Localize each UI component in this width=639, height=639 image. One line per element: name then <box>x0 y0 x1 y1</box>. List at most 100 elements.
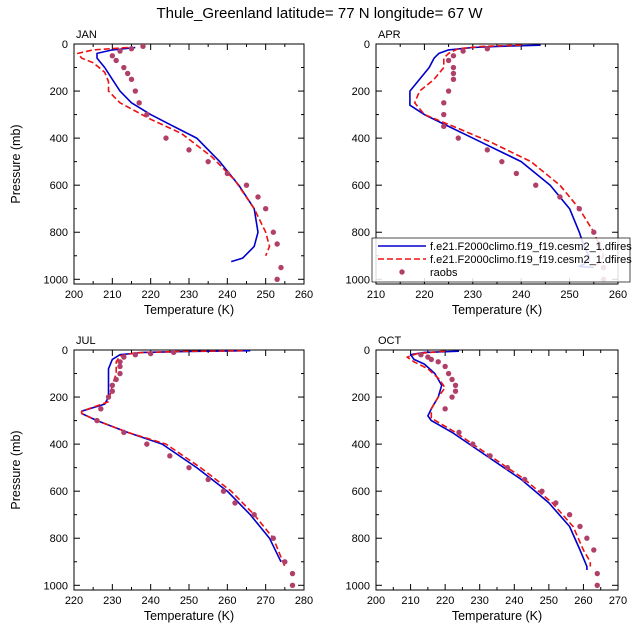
obs-point-oct <box>442 406 448 412</box>
x-tick-label-jul: 230 <box>103 595 121 607</box>
obs-point-jan <box>186 147 192 153</box>
y-tick-label-jul: 200 <box>50 392 68 404</box>
x-tick-label-oct: 210 <box>401 595 419 607</box>
obs-point-jan <box>117 48 123 54</box>
y-tick-label-jan: 600 <box>50 180 68 192</box>
x-tick-label-jan: 200 <box>65 289 83 301</box>
obs-point-jan <box>124 70 131 77</box>
obs-point-jul <box>186 464 192 471</box>
obs-point-apr <box>450 70 457 77</box>
obs-point-jul <box>289 570 296 577</box>
y-tick-label-jan: 400 <box>50 133 68 145</box>
legend-marker-obs <box>399 269 405 275</box>
obs-point-jul <box>121 354 127 360</box>
obs-point-jan <box>128 46 135 52</box>
obs-point-jan <box>109 53 116 59</box>
obs-point-jul <box>220 488 227 494</box>
x-axis-label-apr: Temperature (K) <box>452 303 542 317</box>
obs-point-apr <box>450 64 457 71</box>
y-tick-label-jan: 0 <box>62 39 68 51</box>
obs-point-apr <box>455 135 461 141</box>
obs-point-apr <box>484 147 491 153</box>
obs-point-jul <box>282 559 288 565</box>
x-tick-label-apr: 260 <box>609 289 627 301</box>
y-axis-label-jul: Pressure (mb) <box>9 430 23 509</box>
panel-apr: APR 210 220 230 240 250 260 0 200 400 600 800 1000 Te… <box>346 29 633 317</box>
obs-point-jul <box>121 429 127 436</box>
panel-oct: OCT 200 210 220 230 240 250 260 270 0 200 400 600 800… <box>346 335 628 623</box>
obs-point-apr <box>450 53 457 59</box>
obs-point-jan <box>121 64 127 71</box>
model1-line-oct <box>409 350 588 570</box>
obs-point-jan <box>136 100 142 106</box>
obs-point-apr <box>441 111 447 118</box>
obs-point-jan <box>278 264 284 271</box>
obs-point-oct <box>452 382 459 388</box>
y-tick-label-apr: 400 <box>352 133 370 145</box>
obs-point-jan <box>274 241 280 247</box>
y-tick-label-jan: 800 <box>50 227 68 239</box>
y-tick-label-oct: 800 <box>352 533 370 545</box>
obs-point-apr <box>484 46 491 52</box>
obs-point-jan <box>132 88 139 94</box>
x-tick-label-jan: 240 <box>218 289 236 301</box>
x-tick-label-jul: 260 <box>218 595 236 607</box>
obs-point-jul <box>144 441 150 447</box>
x-tick-label-apr: 230 <box>464 289 482 301</box>
x-tick-label-oct: 250 <box>540 595 558 607</box>
obs-point-apr <box>499 158 505 165</box>
obs-point-oct <box>539 488 545 494</box>
x-tick-label-apr: 240 <box>512 289 530 301</box>
y-tick-label-jul: 400 <box>50 439 68 451</box>
obs-point-apr <box>460 48 466 54</box>
obs-point-oct <box>594 582 600 588</box>
x-tick-label-apr: 210 <box>367 289 385 301</box>
obs-point-apr <box>591 229 597 235</box>
obs-point-jan <box>255 194 261 200</box>
obs-point-jul <box>270 535 277 541</box>
model1-line-jul <box>80 350 282 563</box>
obs-point-jan <box>270 229 277 235</box>
y-tick-label-oct: 400 <box>352 439 370 451</box>
obs-point-jan <box>274 276 280 282</box>
y-tick-label-jan: 200 <box>50 86 68 98</box>
y-tick-label-oct: 600 <box>352 486 370 498</box>
legend-label-3: raobs <box>430 267 458 279</box>
obs-point-jan <box>224 170 231 177</box>
obs-point-jul <box>98 406 104 412</box>
model1-line-apr <box>409 44 594 269</box>
x-tick-label-oct: 200 <box>367 595 385 607</box>
obs-point-oct <box>566 512 573 518</box>
obs-point-oct <box>504 464 511 471</box>
obs-point-oct <box>452 388 459 394</box>
legend: f.e21.F2000climo.f19_f19.cesm2_1.dfiresf… <box>371 237 632 283</box>
obs-point-jan <box>128 76 135 82</box>
obs-point-oct <box>428 356 435 363</box>
x-axis-label-oct: Temperature (K) <box>452 609 542 623</box>
obs-point-apr <box>441 123 447 130</box>
x-tick-label-apr: 250 <box>560 289 578 301</box>
obs-point-oct <box>456 429 462 436</box>
panel-jan: JAN 200 210 220 230 240 250 260 0 200 400 600 800 100… <box>9 29 313 317</box>
panels-group: JAN 200 210 220 230 240 250 260 0 200 400 600 800 100… <box>9 29 632 623</box>
figure-title: Thule_Greenland latitude= 77 N longitude… <box>156 5 483 22</box>
panel-label-jan: JAN <box>76 29 97 41</box>
x-tick-label-jan: 230 <box>180 289 198 301</box>
y-axis-label-jan: Pressure (mb) <box>9 124 23 203</box>
obs-point-jul <box>167 453 173 459</box>
obs-point-oct <box>470 441 476 447</box>
plot-data-jan <box>77 44 284 282</box>
obs-point-apr <box>576 206 582 212</box>
obs-point-jul <box>232 500 238 506</box>
y-tick-label-oct: 1000 <box>346 580 370 592</box>
x-tick-label-jul: 280 <box>295 595 313 607</box>
obs-point-oct <box>418 352 424 358</box>
obs-point-jan <box>144 111 150 118</box>
y-tick-label-jul: 1000 <box>44 580 68 592</box>
obs-point-apr <box>441 100 447 106</box>
obs-point-jan <box>113 57 119 64</box>
panel-label-oct: OCT <box>378 335 402 347</box>
obs-point-oct <box>521 476 528 483</box>
plot-data-oct <box>406 350 600 588</box>
obs-point-jul <box>205 476 211 483</box>
